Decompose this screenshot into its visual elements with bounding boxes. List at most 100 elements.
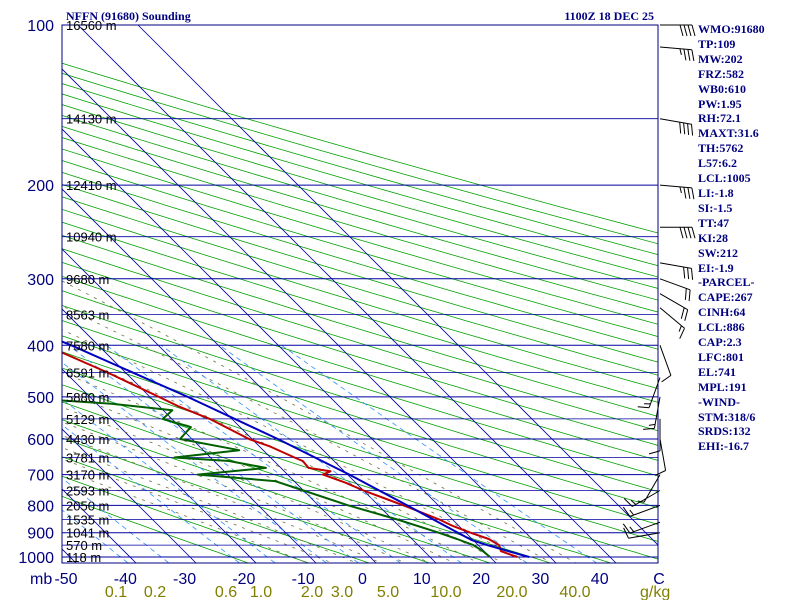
index-item: WMO:91680 (698, 22, 765, 36)
moist-adiabat (62, 351, 505, 563)
wind-barb (622, 521, 661, 534)
isotherm (62, 68, 557, 563)
temperature-tick-label: C (653, 571, 665, 588)
dry-adiabat (62, 184, 658, 363)
dry-adiabat (62, 456, 371, 563)
index-item: STM:318/6 (698, 409, 756, 424)
wind-barb (659, 345, 672, 383)
wind-barb (659, 293, 689, 321)
dry-adiabat (62, 384, 613, 563)
wind-barb (623, 527, 661, 539)
mixing-ratio-line (62, 424, 241, 563)
index-item: CAP:2.3 (698, 335, 742, 350)
index-item: CAPE:267 (698, 290, 753, 305)
index-item: KI:28 (698, 230, 728, 245)
height-label: 1535 m (66, 513, 109, 528)
mixing-ratio-line (68, 344, 360, 563)
dry-adiabat (62, 335, 658, 525)
dry-adiabat (62, 401, 552, 563)
temperature-tick-label: -50 (54, 571, 77, 588)
sounding-profiles (62, 340, 530, 558)
temperature-tick-label: 0 (358, 571, 367, 588)
index-item: -PARCEL- (698, 275, 755, 290)
stability-indices-panel: WMO:91680 TP:109 MW:202 FRZ:582 WB0:610 PW:1.… (698, 22, 798, 454)
mixing-ratio-unit: g/kg (640, 584, 670, 600)
moist-adiabat (62, 458, 334, 563)
dry-adiabat (62, 495, 250, 563)
wind-barb (623, 490, 661, 507)
index-item: MW:202 (698, 51, 743, 66)
index-item: RH:72.1 (698, 111, 741, 126)
moist-adiabat (62, 469, 310, 563)
temperature-tick-label: 40 (591, 571, 609, 588)
temperature-tick-label: -40 (114, 571, 137, 588)
dry-adiabat (62, 304, 658, 493)
wind-barb (659, 118, 694, 136)
wind-barb (637, 377, 661, 409)
temperature-tick-label: 30 (532, 571, 550, 588)
mixing-ratio-tick-label: 0.1 (105, 584, 127, 600)
dry-adiabat (62, 475, 311, 563)
dry-adiabat (62, 275, 658, 461)
pressure-tick-labels: 100 200 300 400 500 600 700 800 900 1000 (18, 18, 54, 567)
dry-adiabat (62, 437, 431, 563)
chart-datetime: 1100Z 18 DEC 25 (564, 9, 654, 23)
index-item: EI:-1.9 (698, 260, 734, 275)
dry-adiabat (62, 125, 658, 301)
dry-adiabat (62, 172, 658, 350)
temperature-tick-label: 10 (413, 571, 431, 588)
mixing-ratio-tick-labels: 0.1 0.2 0.6 1.0 2.0 3.0 5.0 10.0 20.0 40.0 (105, 584, 591, 600)
dry-adiabat (62, 248, 658, 432)
pressure-tick-label: 100 (27, 18, 54, 35)
wind-barb (622, 504, 661, 517)
isotherm (62, 368, 257, 563)
wind-barb (659, 184, 695, 200)
temperature-tick-labels: -50 -40 -30 -20 -10 0 10 20 30 40 C (54, 571, 664, 588)
pressure-tick-label: 500 (27, 390, 54, 407)
height-labels: 16560 m 14130 m 12410 m 10940 m 9680 m 8563 m… (66, 18, 117, 565)
wind-barb (659, 262, 694, 280)
index-item: SRDS:132 (698, 424, 751, 439)
height-label: 2050 m (66, 498, 109, 513)
mixing-ratio-line (62, 509, 129, 563)
mixing-ratio-tick-label: 3.0 (331, 584, 353, 600)
dry-adiabat (62, 148, 658, 325)
pressure-tick-label: 700 (27, 468, 54, 485)
isotherm (137, 25, 658, 546)
index-item: LI:-1.8 (698, 185, 734, 200)
index-item: FRZ:582 (698, 66, 744, 81)
height-label: 3781 m (66, 451, 109, 466)
height-label: 14130 m (66, 112, 117, 127)
mixing-ratio-tick-label: 0.2 (144, 584, 166, 600)
index-item: TH:5762 (698, 141, 744, 156)
wind-barb (659, 278, 691, 302)
index-item: LFC:801 (698, 349, 744, 364)
index-item: MPL:191 (698, 379, 747, 394)
dry-adiabat (62, 104, 658, 278)
mixing-ratio-tick-label: 0.6 (215, 584, 237, 600)
height-label: 4430 m (66, 432, 109, 447)
height-label: 9680 m (66, 272, 109, 287)
wind-barb (643, 396, 661, 430)
dry-adiabat (62, 196, 658, 376)
temperature-tick-label: -10 (292, 571, 315, 588)
mixing-ratio-tick-label: 1.0 (250, 584, 272, 600)
dry-adiabat (62, 419, 492, 563)
wind-barb (659, 46, 695, 62)
wind-barb (660, 24, 696, 37)
index-item: EHI:-16.7 (698, 439, 749, 454)
height-label: 3170 m (66, 468, 109, 483)
temperature-profile (62, 351, 518, 558)
index-item: SI:-1.5 (698, 200, 733, 215)
temperature-tick-label: 20 (472, 571, 490, 588)
height-label: 12410 m (66, 178, 117, 193)
height-label: 570 m (66, 538, 102, 553)
mixing-ratio-tick-label: 5.0 (377, 584, 399, 600)
index-item: EL:741 (698, 364, 737, 379)
index-item: PW:1.95 (698, 96, 742, 111)
dry-adiabat (62, 114, 658, 289)
index-item: TP:109 (698, 36, 736, 51)
height-label: 1041 m (66, 526, 109, 541)
mixing-ratio-line (219, 344, 528, 563)
